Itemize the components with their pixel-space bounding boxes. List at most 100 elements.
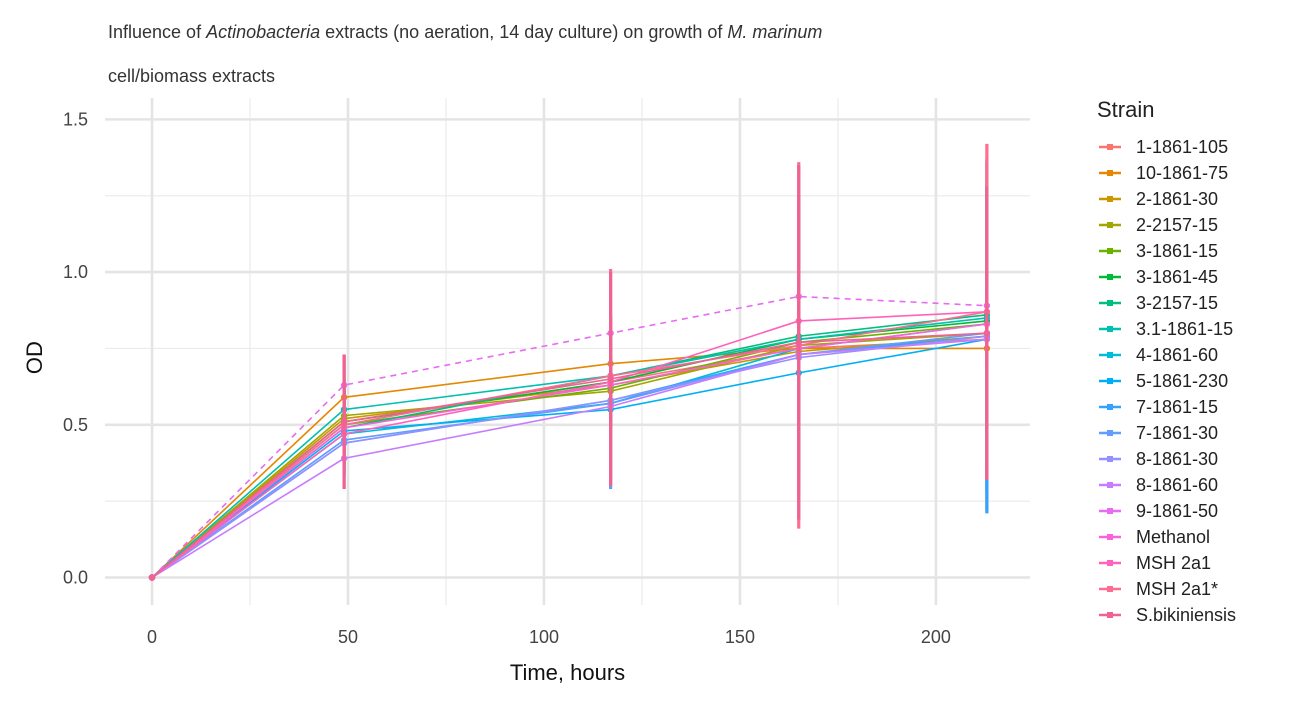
chart-subtitle: cell/biomass extracts bbox=[108, 66, 276, 86]
legend-item: 2-1861-30 bbox=[1099, 189, 1218, 209]
series-line bbox=[151, 311, 988, 579]
legend-label: 10-1861-75 bbox=[1136, 163, 1228, 183]
series-line bbox=[151, 338, 987, 579]
legend-label: 7-1861-15 bbox=[1136, 397, 1218, 417]
legend-label: 3-2157-15 bbox=[1136, 293, 1218, 313]
series-layer bbox=[148, 143, 991, 581]
x-tick-label: 150 bbox=[725, 627, 755, 647]
legend-key-marker bbox=[1107, 248, 1113, 254]
legend-item: 10-1861-75 bbox=[1099, 163, 1228, 183]
legend-label: MSH 2a1* bbox=[1136, 579, 1218, 599]
legend-label: 1-1861-105 bbox=[1136, 137, 1228, 157]
series-line bbox=[151, 332, 987, 579]
chart-title: Influence of Actinobacteria extracts (no… bbox=[108, 18, 822, 46]
series-8-1861-60 bbox=[148, 314, 991, 581]
series-line bbox=[151, 314, 987, 579]
title-italic-actinobacteria: Actinobacteria bbox=[206, 22, 321, 42]
legend-label: 4-1861-60 bbox=[1136, 345, 1218, 365]
legend-label: 8-1861-60 bbox=[1136, 475, 1218, 495]
series-line bbox=[151, 335, 987, 579]
legend-item: MSH 2a1* bbox=[1099, 579, 1218, 599]
legend: Strain 1-1861-105 10-1861-75 2-1861-30 2-215… bbox=[1097, 97, 1236, 625]
series-MSH 2a1* bbox=[148, 143, 991, 581]
legend-label: 7-1861-30 bbox=[1136, 423, 1218, 443]
legend-item: S.bikiniensis bbox=[1099, 605, 1236, 625]
y-axis-title: OD bbox=[22, 341, 47, 374]
series-line bbox=[151, 320, 987, 579]
x-tick-label: 200 bbox=[921, 627, 951, 647]
data-point bbox=[148, 574, 156, 581]
legend-key-marker bbox=[1107, 196, 1113, 202]
legend-label: S.bikiniensis bbox=[1136, 605, 1236, 625]
legend-key-marker bbox=[1107, 430, 1113, 436]
legend-key-marker bbox=[1107, 560, 1113, 566]
series-1-1861-105 bbox=[148, 320, 991, 581]
series-2-2157-15 bbox=[148, 302, 991, 581]
title-italic-organism: M. marinum bbox=[727, 22, 823, 42]
data-point bbox=[607, 375, 614, 383]
title-middle: extracts (no aeration, 14 day culture) o… bbox=[320, 22, 728, 42]
legend-item: 5-1861-230 bbox=[1099, 371, 1228, 391]
legend-key-marker bbox=[1107, 300, 1113, 306]
data-point bbox=[983, 329, 991, 337]
legend-key-marker bbox=[1107, 508, 1113, 514]
y-tick-label: 0.5 bbox=[63, 415, 88, 435]
legend-key-marker bbox=[1107, 612, 1113, 618]
legend-item: 3-1861-15 bbox=[1099, 241, 1218, 261]
x-tick-label: 50 bbox=[338, 627, 358, 647]
legend-key-marker bbox=[1107, 222, 1113, 228]
series-line bbox=[151, 335, 987, 579]
legend-key-marker bbox=[1107, 482, 1113, 488]
legend-item: 8-1861-30 bbox=[1099, 449, 1218, 469]
series-line bbox=[151, 317, 987, 579]
legend-item: 7-1861-30 bbox=[1099, 423, 1218, 443]
legend-item: 1-1861-105 bbox=[1099, 137, 1228, 157]
legend-item: 2-2157-15 bbox=[1099, 215, 1218, 235]
series-line bbox=[151, 332, 987, 579]
chart-title-block: Influence of Actinobacteria extracts (no… bbox=[108, 18, 822, 88]
legend-item: Methanol bbox=[1099, 527, 1210, 547]
legend-label: 3-1861-45 bbox=[1136, 267, 1218, 287]
axes: 0 50 100 150 200 0.0 0.5 1.0 1.5 bbox=[63, 109, 951, 647]
legend-label: MSH 2a1 bbox=[1136, 553, 1211, 573]
title-prefix: Influence of bbox=[108, 22, 207, 42]
legend-label: Methanol bbox=[1136, 527, 1210, 547]
legend-key-marker bbox=[1107, 144, 1113, 150]
series-10-1861-75 bbox=[148, 330, 991, 581]
legend-item: 4-1861-60 bbox=[1099, 345, 1218, 365]
series-S.bikiniensis bbox=[148, 165, 991, 581]
series-line bbox=[151, 338, 987, 579]
legend-label: 2-1861-30 bbox=[1136, 189, 1218, 209]
x-tick-label: 100 bbox=[529, 627, 559, 647]
data-point bbox=[340, 418, 348, 425]
legend-key-marker bbox=[1107, 326, 1113, 332]
legend-title: Strain bbox=[1097, 97, 1154, 122]
y-tick-label: 1.0 bbox=[63, 262, 88, 282]
legend-label: 3-1861-15 bbox=[1136, 241, 1218, 261]
legend-key-marker bbox=[1107, 378, 1113, 384]
legend-item: 3.1-1861-15 bbox=[1099, 319, 1233, 339]
series-7-1861-30 bbox=[148, 214, 991, 581]
legend-item: 3-2157-15 bbox=[1099, 293, 1218, 313]
x-tick-label: 0 bbox=[147, 627, 157, 647]
legend-key-marker bbox=[1107, 586, 1113, 592]
legend-item: MSH 2a1 bbox=[1099, 553, 1211, 573]
legend-label: 5-1861-230 bbox=[1136, 371, 1228, 391]
series-2-1861-30 bbox=[148, 162, 991, 581]
legend-label: 9-1861-50 bbox=[1136, 501, 1218, 521]
legend-item: 7-1861-15 bbox=[1099, 397, 1218, 417]
series-line bbox=[151, 335, 987, 579]
series-7-1861-15 bbox=[148, 159, 991, 581]
legend-key-marker bbox=[1107, 170, 1113, 176]
legend-item: 9-1861-50 bbox=[1099, 501, 1218, 521]
legend-item: 8-1861-60 bbox=[1099, 475, 1218, 495]
legend-key-marker bbox=[1107, 534, 1113, 540]
grid-lines bbox=[105, 98, 1030, 605]
legend-key-marker bbox=[1107, 352, 1113, 358]
series-line bbox=[151, 310, 987, 579]
legend-key-marker bbox=[1107, 404, 1113, 410]
x-axis-title: Time, hours bbox=[510, 660, 625, 685]
series-line bbox=[151, 332, 987, 579]
series-8-1861-30 bbox=[148, 311, 991, 581]
